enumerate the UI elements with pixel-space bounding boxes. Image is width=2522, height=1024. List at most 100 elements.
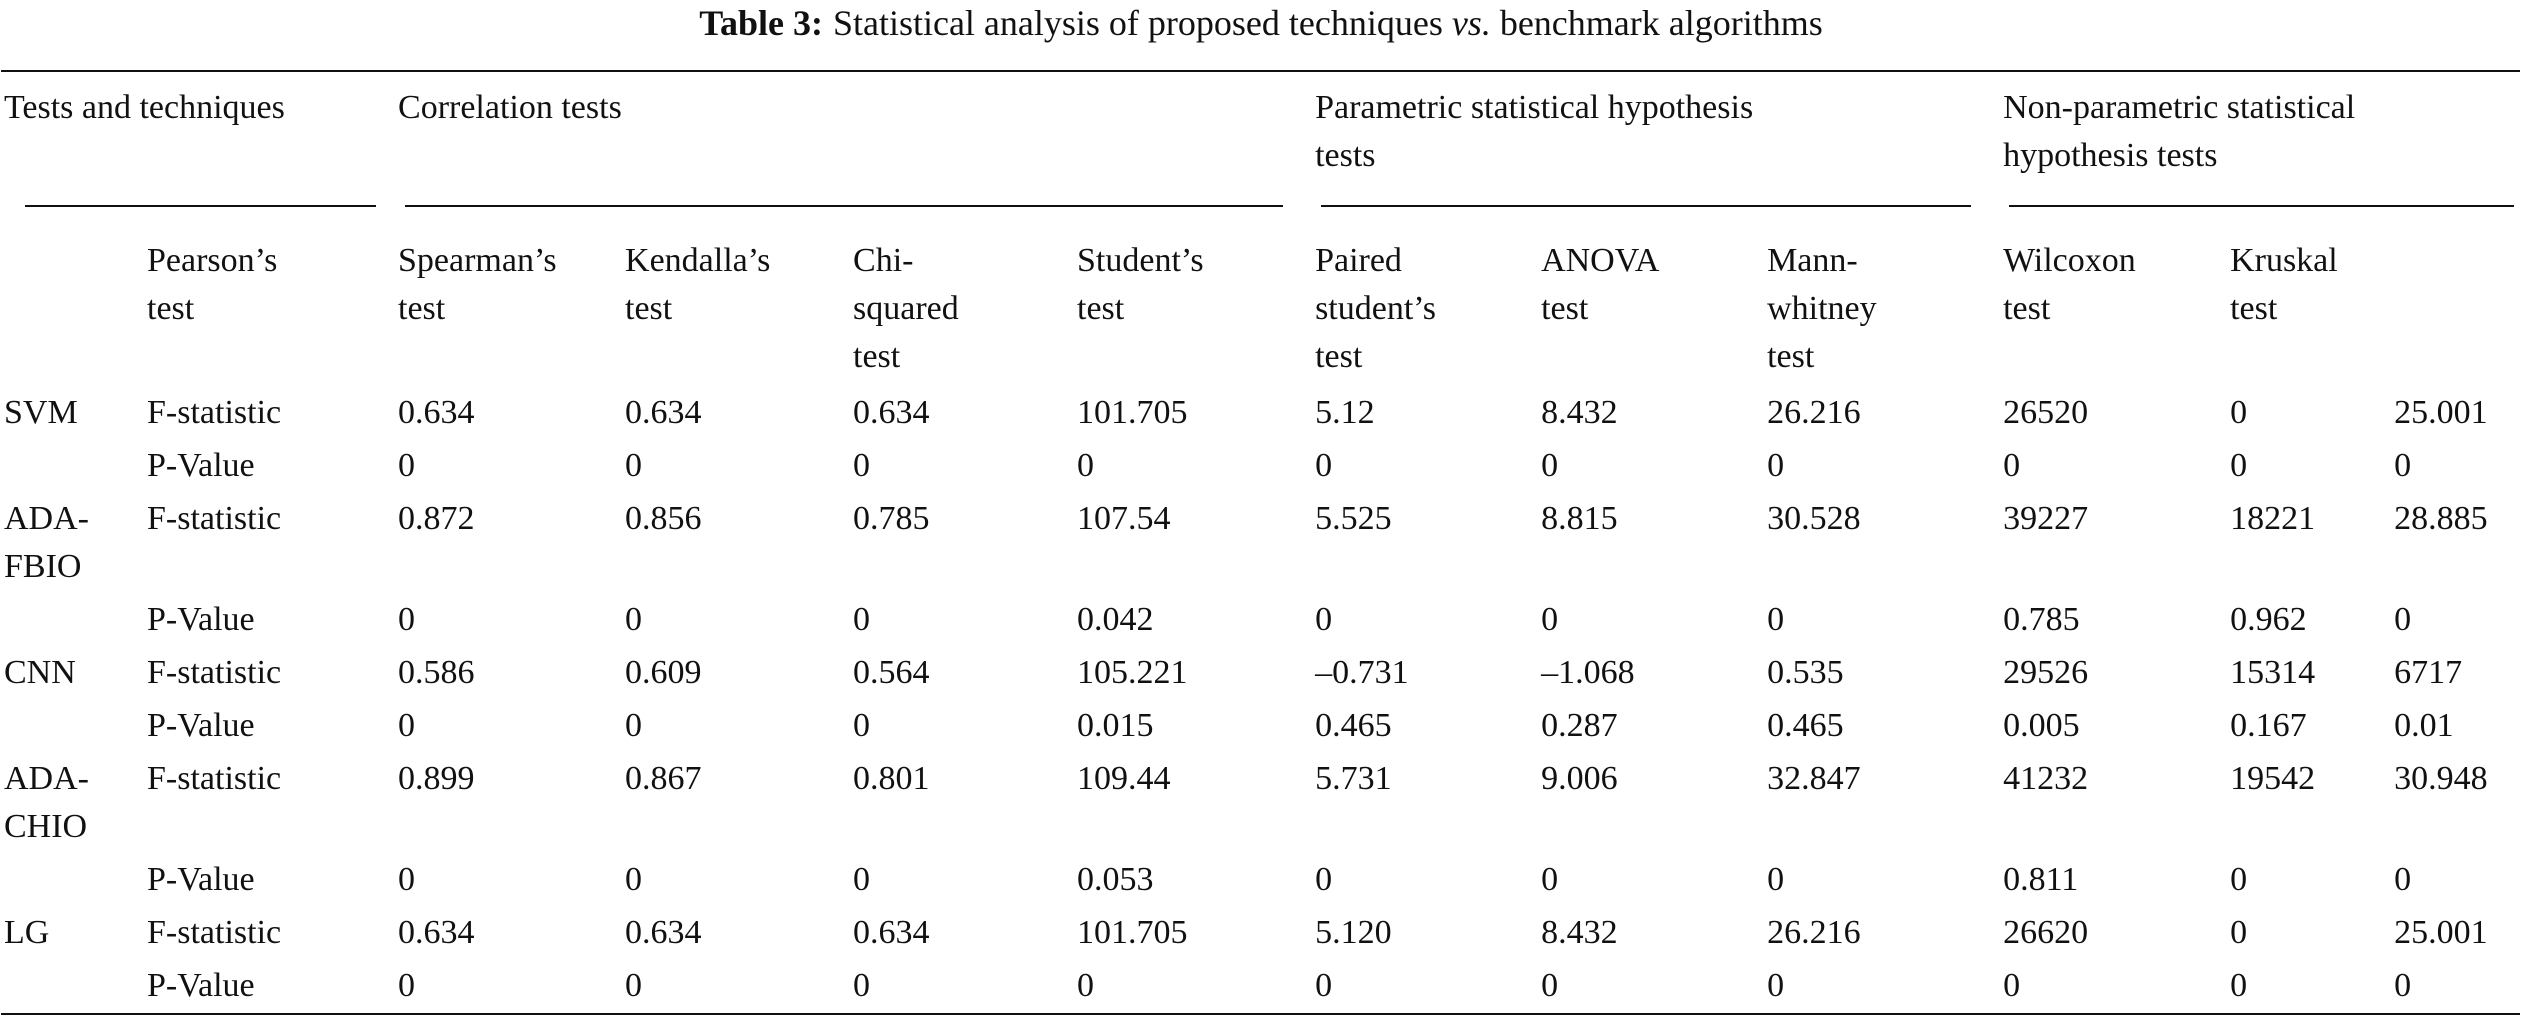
data-row: P-Value 0 0 0 0 0 0 0 0 0 0 <box>1 440 2520 493</box>
value-cell: 101.705 <box>1077 914 1188 951</box>
measure: F-statistic <box>147 760 282 797</box>
data-row: P-Value 0 0 0 0.053 0 0 0 0.811 0 0 <box>1 854 2520 907</box>
value-cell: 0 <box>1767 967 1785 1004</box>
value-cell: 0 <box>398 447 416 484</box>
technique: ADA-CHIO <box>4 760 89 845</box>
value-cell: 0 <box>398 967 416 1004</box>
column-header-cell: ANOVA test <box>1538 207 1764 381</box>
title-text: Statistical analysis of proposed techniq… <box>832 3 1443 43</box>
data-row: CNN F-statistic 0.586 0.609 0.564 105.221 –0.7… <box>1 647 2520 700</box>
value-cell: 26.216 <box>1767 914 1861 951</box>
value-cell: 0.634 <box>398 394 475 431</box>
column-header: Chi-squared test <box>853 242 959 375</box>
group-rule <box>25 205 377 207</box>
value-cell: 25.001 <box>2394 914 2488 951</box>
value-cell: 107.54 <box>1077 500 1171 537</box>
value-cell: 0 <box>1541 861 1559 898</box>
value-cell: 0.053 <box>1077 861 1154 898</box>
value-cell: 101.705 <box>1077 394 1188 431</box>
column-header: Paired student’s test <box>1315 242 1436 375</box>
stats-table: Tests and techniques Correlation tests Par… <box>1 70 2521 1015</box>
table-number: Table 3: <box>699 3 823 43</box>
value-cell: 0 <box>625 707 643 744</box>
value-cell: 6717 <box>2394 654 2463 691</box>
value-cell: 0 <box>398 861 416 898</box>
value-cell: 0 <box>2230 967 2248 1004</box>
value-cell: 8.815 <box>1541 500 1618 537</box>
column-header-cell: Wilcoxon test <box>2000 207 2227 381</box>
empty-cell <box>1 854 144 907</box>
value-cell: 0.01 <box>2394 707 2454 744</box>
value-cell: 0.962 <box>2230 601 2307 638</box>
value-cell: 0.609 <box>625 654 702 691</box>
value-cell: 0.811 <box>2003 861 2079 898</box>
value-cell: 0.015 <box>1077 707 1154 744</box>
value-cell: 0 <box>1541 967 1559 1004</box>
table-title: Table 3: Statistical analysis of proposed… <box>0 0 2522 46</box>
value-cell: 0 <box>2394 601 2412 638</box>
column-header-cell: Paired student’s test <box>1312 207 1538 381</box>
column-header-cell: Mann-whitney test <box>1764 207 2000 381</box>
value-cell: 0 <box>1077 967 1095 1004</box>
group-header: Correlation tests <box>398 89 622 126</box>
value-cell: 0 <box>2394 967 2412 1004</box>
group-header: Non-parametric statistical hypothesis te… <box>2003 89 2356 174</box>
value-cell: 0 <box>625 861 643 898</box>
measure: P-Value <box>147 967 255 1004</box>
value-cell: 0 <box>625 967 643 1004</box>
value-cell: 0.465 <box>1315 707 1392 744</box>
value-cell: 0 <box>2230 394 2248 431</box>
value-cell: 0 <box>1077 447 1095 484</box>
value-cell: 15314 <box>2230 654 2316 691</box>
group-header-cell: Non-parametric statistical hypothesis te… <box>2000 71 2520 207</box>
technique: LG <box>4 914 50 951</box>
group-header: Tests and techniques <box>4 89 285 126</box>
column-header: Student’s test <box>1077 242 1204 327</box>
value-cell: 28.885 <box>2394 500 2488 537</box>
column-header-cell: Student’s test <box>1074 207 1312 381</box>
value-cell: 26520 <box>2003 394 2089 431</box>
value-cell: 0.867 <box>625 760 702 797</box>
column-header: Spearman’s test <box>398 242 557 327</box>
value-cell: 41232 <box>2003 760 2089 797</box>
group-header-cell: Parametric statistical hypothesis tests <box>1312 71 2000 207</box>
value-cell: 0.535 <box>1767 654 1844 691</box>
value-cell: 0 <box>1767 447 1785 484</box>
column-header: Wilcoxon test <box>2003 242 2136 327</box>
value-cell: 0 <box>398 707 416 744</box>
value-cell: 26620 <box>2003 914 2089 951</box>
title-text: vs. <box>1451 3 1491 43</box>
column-header: Mann-whitney test <box>1767 242 1877 375</box>
value-cell: 32.847 <box>1767 760 1861 797</box>
value-cell: 0 <box>853 601 871 638</box>
data-row: ADA-FBIO F-statistic 0.872 0.856 0.785 107.54… <box>1 493 2520 594</box>
value-cell: 0.287 <box>1541 707 1618 744</box>
value-cell: 0 <box>1767 861 1785 898</box>
technique: CNN <box>4 654 76 691</box>
empty-cell <box>1 594 144 647</box>
value-cell: 0 <box>1315 447 1333 484</box>
column-header: Kendalla’s test <box>625 242 771 327</box>
empty-cell <box>1 960 144 1014</box>
value-cell: 25.001 <box>2394 394 2488 431</box>
value-cell: 0.634 <box>625 914 702 951</box>
value-cell: 0 <box>1767 601 1785 638</box>
value-cell: 0 <box>2230 914 2248 951</box>
measure: F-statistic <box>147 914 282 951</box>
measure: F-statistic <box>147 394 282 431</box>
value-cell: 0.634 <box>853 394 930 431</box>
value-cell: 0.634 <box>398 914 475 951</box>
value-cell: 5.731 <box>1315 760 1392 797</box>
column-header-cell: Pearson’s test <box>144 207 395 381</box>
value-cell: 8.432 <box>1541 914 1618 951</box>
value-cell: 0.634 <box>625 394 702 431</box>
value-cell: 0 <box>853 967 871 1004</box>
value-cell: 0 <box>1315 601 1333 638</box>
value-cell: 0 <box>1541 447 1559 484</box>
empty-cell <box>1 440 144 493</box>
value-cell: 0 <box>2003 967 2021 1004</box>
value-cell: 0 <box>2394 861 2412 898</box>
measure: P-Value <box>147 601 255 638</box>
measure: P-Value <box>147 861 255 898</box>
